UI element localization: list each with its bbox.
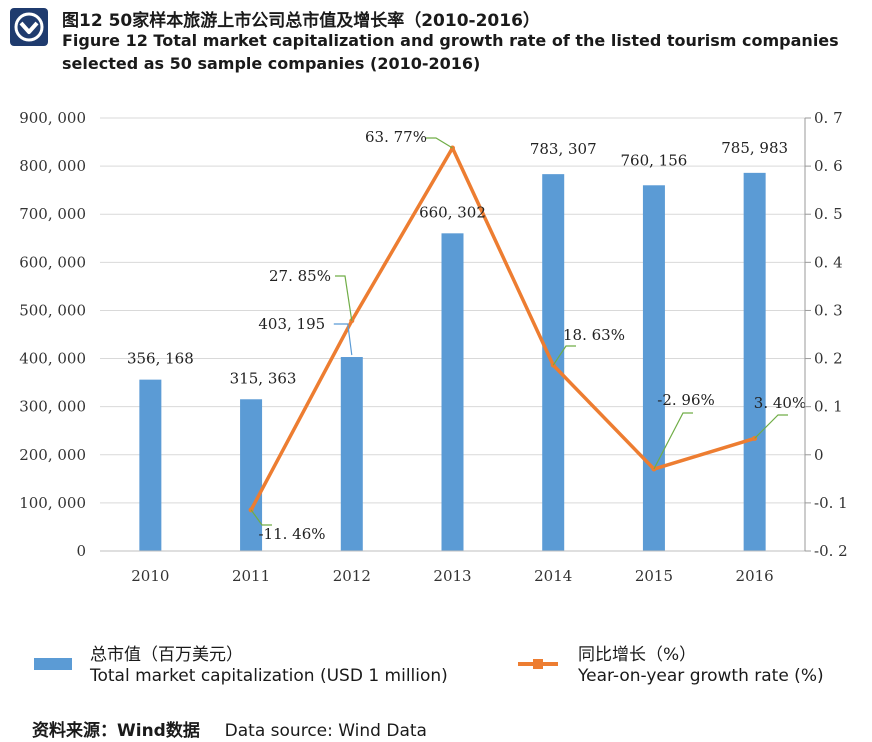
- y-right-tick-label: 0. 6: [814, 157, 843, 175]
- publisher-logo-icon: [10, 8, 48, 46]
- x-tick-label: 2011: [232, 567, 270, 585]
- x-tick-label: 2014: [534, 567, 572, 585]
- bar: [743, 172, 766, 551]
- x-tick-label: 2013: [433, 567, 471, 585]
- y-left-tick-label: 200, 000: [19, 446, 86, 464]
- bar-data-label: 660, 302: [419, 203, 486, 221]
- y-right-tick-label: 0. 1: [814, 398, 843, 416]
- bar-label-leader: [333, 323, 353, 356]
- figure-header: 图12 50家样本旅游上市公司总市值及增长率（2010-2016） Figure…: [10, 6, 860, 73]
- legend-line-label-en: Year-on-year growth rate (%): [578, 666, 824, 686]
- data-source-note: 资料来源：Wind数据 Data source: Wind Data: [32, 716, 427, 741]
- y-left-tick-label: 500, 000: [19, 301, 86, 319]
- line-label-leader: [552, 345, 576, 366]
- chart-title-cn: 图12 50家样本旅游上市公司总市值及增长率（2010-2016）: [62, 11, 540, 31]
- bar: [642, 185, 665, 551]
- combo-chart: 356, 168 315, 363 403, 195 660, 302 783, 307…: [19, 109, 848, 585]
- line-data-label: 63. 77%: [365, 128, 427, 146]
- x-tick-label: 2015: [635, 567, 673, 585]
- y-right-tick-label: -0. 2: [814, 542, 848, 560]
- legend: 总市值（百万美元） Total market capitalization (U…: [0, 636, 872, 696]
- bar: [441, 233, 464, 552]
- legend-line-marker: [533, 659, 543, 669]
- x-tick-label: 2012: [333, 567, 371, 585]
- y-right-tick-label: 0. 4: [814, 253, 843, 271]
- y-left-tick-label: 800, 000: [19, 157, 86, 175]
- growth-line: [249, 146, 756, 511]
- bar-series: [139, 172, 766, 552]
- line-data-label: -11. 46%: [258, 525, 325, 543]
- y-left-tick-label: 0: [76, 542, 86, 560]
- bar-data-label: 356, 168: [127, 350, 194, 368]
- x-tick-label: 2010: [131, 567, 169, 585]
- line-label-leader: [653, 412, 693, 470]
- line-label-leader: [426, 137, 453, 149]
- y-right-tick-label: 0: [814, 446, 824, 464]
- y-right-tick-label: -0. 1: [814, 494, 848, 512]
- bar-data-label: 785, 983: [721, 139, 788, 157]
- legend-bar-label-en: Total market capitalization (USD 1 milli…: [90, 666, 448, 686]
- y-left-tick-label: 400, 000: [19, 350, 86, 368]
- y-right-tick-label: 0. 5: [814, 205, 843, 223]
- line-series: [248, 145, 758, 513]
- y-right-tick-label: 0. 2: [814, 350, 843, 368]
- line-data-label: 18. 63%: [563, 326, 625, 344]
- data-labels: 356, 168 315, 363 403, 195 660, 302 783, 307…: [127, 128, 806, 543]
- source-label-en: Data source: Wind Data: [224, 721, 427, 741]
- x-tick-label: 2016: [736, 567, 774, 585]
- chart-title-en: Figure 12 Total market capitalization an…: [62, 31, 839, 73]
- bar-data-label: 403, 195: [258, 315, 325, 333]
- label-leader-lines: [250, 137, 788, 526]
- y-left-tick-label: 100, 000: [19, 494, 86, 512]
- source-label-cn: 资料来源：Wind数据: [32, 721, 200, 741]
- line-data-label: 27. 85%: [269, 267, 331, 285]
- bar: [340, 357, 363, 551]
- legend-item-bar: 总市值（百万美元） Total market capitalization (U…: [0, 636, 448, 696]
- legend-line-label-cn: 同比增长（%）: [578, 645, 697, 665]
- y-left-tick-label: 900, 000: [19, 109, 86, 127]
- axes: 0 100, 000 200, 000 300, 000 400, 000 500, 00…: [19, 109, 848, 585]
- y-right-tick-label: 0. 3: [814, 301, 843, 319]
- line-data-label: 3. 40%: [754, 394, 806, 412]
- bar-data-label: 315, 363: [230, 369, 297, 387]
- legend-bar-swatch: [34, 658, 72, 670]
- bar: [240, 399, 263, 551]
- y-right-tick-label: 0. 7: [814, 109, 843, 127]
- legend-bar-label-cn: 总市值（百万美元）: [90, 645, 243, 665]
- bar: [139, 379, 162, 551]
- y-left-tick-label: 600, 000: [19, 253, 86, 271]
- bar-data-label: 760, 156: [621, 151, 688, 169]
- y-left-tick-label: 700, 000: [19, 205, 86, 223]
- legend-item-line: 同比增长（%） Year-on-year growth rate (%): [430, 636, 872, 696]
- bar-data-label: 783, 307: [530, 140, 597, 158]
- line-label-leader: [335, 275, 353, 321]
- line-label-leader: [250, 509, 272, 526]
- y-left-tick-label: 300, 000: [19, 398, 86, 416]
- line-data-label: -2. 96%: [657, 391, 715, 409]
- line-label-leader: [754, 414, 788, 439]
